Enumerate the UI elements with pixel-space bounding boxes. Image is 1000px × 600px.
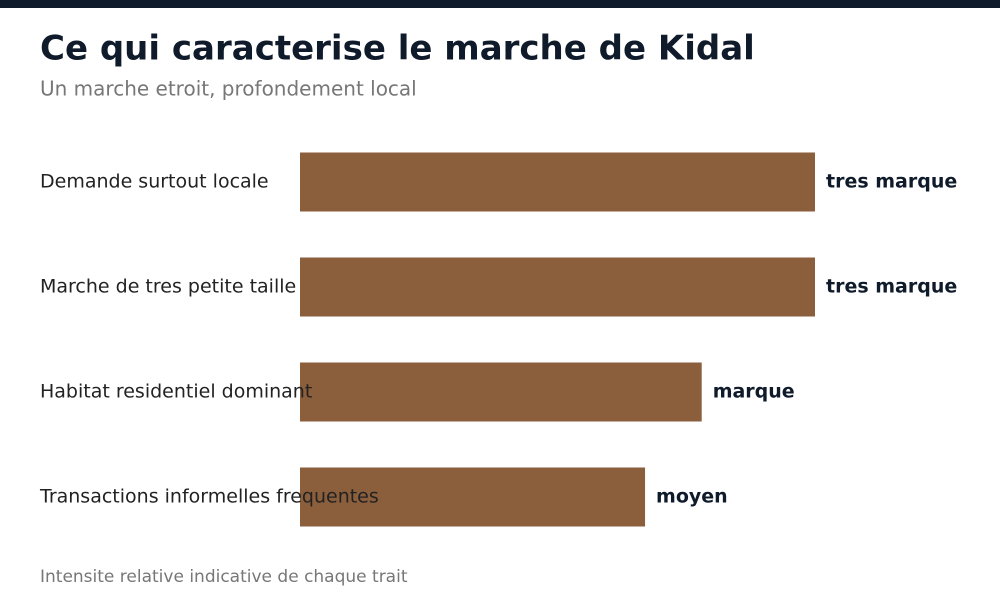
category-label: Habitat residentiel dominant: [40, 381, 312, 403]
bar: [300, 257, 815, 317]
value-label: tres marque: [826, 171, 957, 193]
bar: [300, 152, 815, 212]
top-band: [0, 0, 1000, 8]
bar: [300, 362, 702, 422]
value-label: marque: [713, 381, 795, 403]
category-label: Marche de tres petite taille: [40, 276, 296, 298]
value-label: tres marque: [826, 276, 957, 298]
chart-title: Ce qui caracterise le marche de Kidal: [40, 29, 755, 69]
chart-note: Intensite relative indicative de chaque …: [40, 567, 408, 587]
chart-subtitle: Un marche etroit, profondement local: [40, 77, 417, 101]
category-label: Transactions informelles frequentes: [39, 486, 379, 508]
value-label: moyen: [656, 486, 728, 508]
category-label: Demande surtout locale: [40, 171, 269, 193]
bar: [300, 467, 646, 527]
